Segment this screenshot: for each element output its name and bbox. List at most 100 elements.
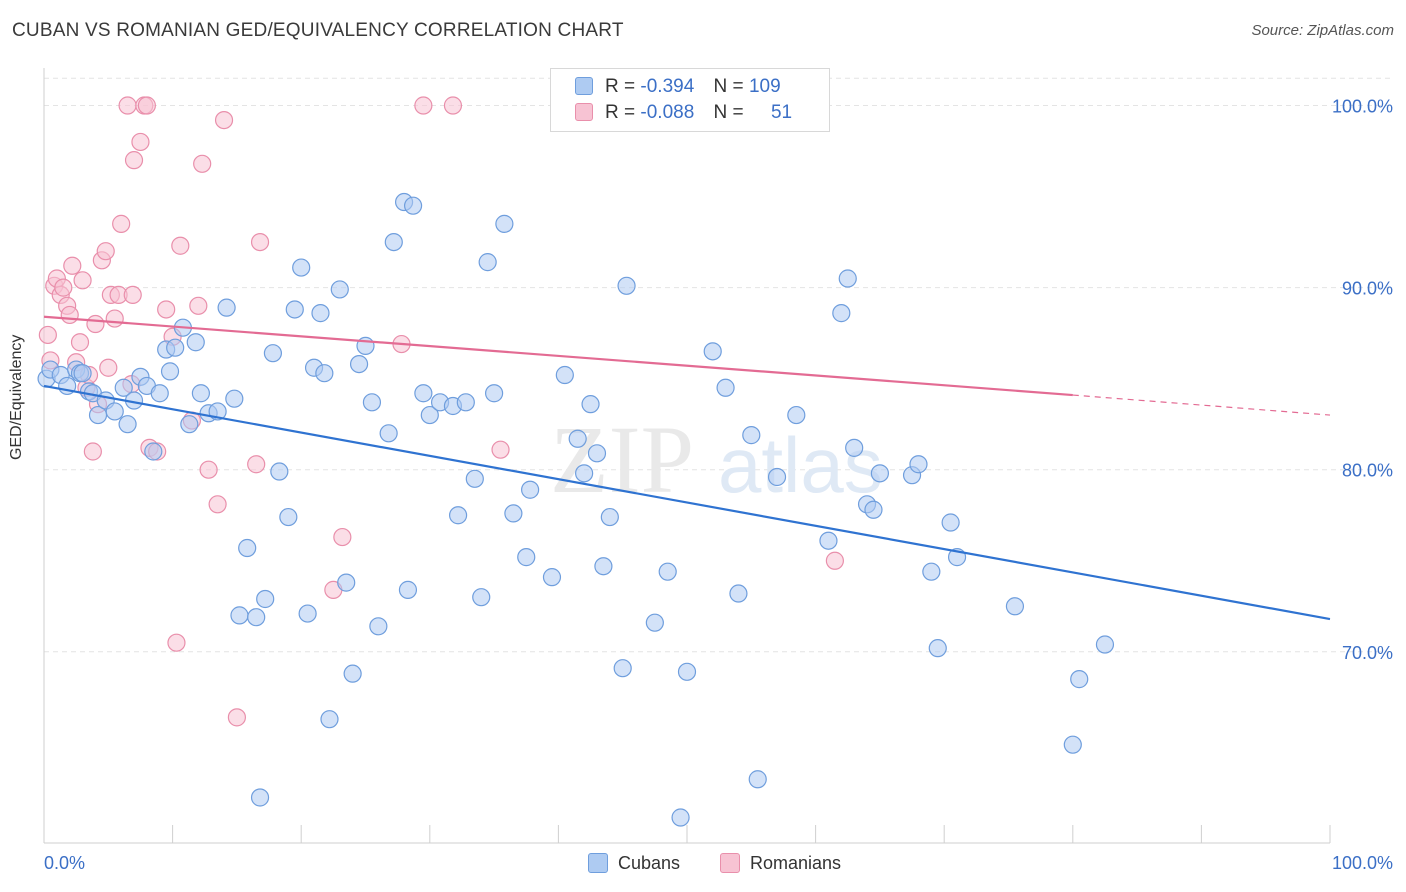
- cubans-point: [767, 467, 787, 487]
- x-tick-label-max: 100.0%: [1332, 853, 1393, 873]
- romanians-point: [443, 96, 463, 115]
- cubans-point: [225, 389, 244, 408]
- cubans-point: [403, 196, 423, 215]
- cubans-point: [337, 573, 356, 592]
- cubans-point: [568, 429, 587, 448]
- cubans-point: [73, 364, 92, 383]
- romanians-trend-extension: [1072, 394, 1331, 416]
- romanians-point: [86, 314, 105, 334]
- cubans-point: [315, 364, 334, 383]
- n-value: 51: [770, 102, 793, 123]
- cubans-point: [748, 770, 767, 789]
- source-label: Source: ZipAtlas.com: [1251, 22, 1394, 39]
- cubans-point: [238, 538, 257, 558]
- cubans-point: [542, 568, 562, 587]
- romanians-point: [171, 236, 190, 255]
- cubans-point: [594, 557, 613, 576]
- romanians-point: [414, 96, 433, 115]
- cubans-point: [1070, 670, 1089, 689]
- romanians-point: [38, 325, 57, 345]
- cubans-point: [398, 580, 418, 599]
- cubans-point: [928, 639, 947, 658]
- cubans-point: [617, 276, 636, 295]
- cubans-point: [716, 378, 735, 397]
- x-tick-label-min: 0.0%: [44, 853, 85, 873]
- y-axis-title: GED/Equivalency: [8, 334, 25, 460]
- cubans-point: [105, 402, 124, 421]
- cubans-point: [180, 415, 199, 434]
- cubans-point: [787, 405, 806, 425]
- y-tick-label: 90.0%: [1342, 279, 1393, 299]
- y-tick-label: 80.0%: [1342, 461, 1393, 481]
- stats-legend: R = -0.394 N = 109 R = -0.088 N = 51: [550, 68, 830, 132]
- romanians-point: [193, 154, 212, 173]
- legend-label-cubans: Cubans: [618, 853, 681, 873]
- cubans-point: [838, 269, 857, 288]
- cubans-point: [250, 788, 270, 807]
- cubans-point: [118, 415, 137, 434]
- romanians-point: [199, 460, 218, 479]
- stats-legend-row-romanians: R = -0.088 N = 51: [575, 100, 792, 126]
- cubans-point: [645, 613, 664, 632]
- cubans-point: [144, 442, 163, 461]
- romanians-point: [123, 285, 142, 304]
- romanians-point: [96, 242, 115, 261]
- cubans-point: [909, 455, 928, 474]
- cubans-point: [160, 362, 180, 381]
- cubans-point: [320, 710, 339, 729]
- cubans-point: [870, 464, 890, 483]
- cubans-point: [819, 531, 838, 550]
- cubans-point: [279, 507, 298, 527]
- cubans-point: [114, 378, 133, 397]
- cubans-point: [677, 662, 697, 681]
- cubans-point: [247, 608, 266, 627]
- cubans-point: [587, 444, 607, 463]
- cubans-point: [349, 354, 369, 374]
- cubans-point: [671, 808, 690, 827]
- cubans-point: [369, 617, 388, 636]
- cubans-point: [729, 584, 748, 603]
- cubans-point: [465, 469, 484, 488]
- r-label: R =: [605, 102, 636, 123]
- romanians-point: [99, 358, 118, 377]
- romanians-point: [118, 96, 137, 115]
- cubans-point: [166, 338, 185, 357]
- romanians-point: [167, 633, 186, 652]
- n-value: 109: [748, 76, 781, 97]
- romanians-point: [124, 151, 144, 170]
- cubans-point: [478, 253, 497, 272]
- cubans-point: [575, 464, 594, 483]
- cubans-point: [703, 342, 722, 361]
- romanians-point: [214, 110, 234, 130]
- cubans-point: [600, 507, 619, 527]
- cubans-point: [845, 438, 864, 457]
- cubans-point: [456, 393, 475, 412]
- r-value: -0.088: [640, 102, 695, 123]
- cubans-point: [420, 405, 439, 425]
- cubans-point: [504, 504, 523, 523]
- legend-item-cubans[interactable]: Cubans: [588, 853, 680, 874]
- cubans-point: [922, 562, 941, 581]
- romanians-swatch: [575, 103, 593, 121]
- cubans-point: [448, 506, 468, 525]
- watermark-zip: ZIP: [550, 406, 694, 513]
- romanians-trend-line: [43, 315, 1073, 397]
- cubans-point: [517, 548, 536, 567]
- cubans-point: [495, 214, 514, 233]
- romanians-point: [70, 333, 90, 352]
- series-legend: Cubans Romanians: [0, 853, 1406, 877]
- cubans-points: [37, 192, 1115, 827]
- cubans-point: [941, 513, 960, 532]
- y-tick-label: 70.0%: [1342, 643, 1393, 663]
- cubans-point: [343, 664, 362, 683]
- n-label: N =: [713, 76, 744, 97]
- romanians-point: [60, 305, 79, 325]
- romanians-point: [137, 96, 156, 115]
- cubans-point: [555, 365, 574, 385]
- legend-item-romanians[interactable]: Romanians: [720, 853, 841, 874]
- romanians-point: [208, 495, 227, 514]
- n-label: N =: [713, 102, 744, 123]
- romanians-point: [83, 442, 102, 461]
- y-tick-label: 100.0%: [1332, 97, 1393, 117]
